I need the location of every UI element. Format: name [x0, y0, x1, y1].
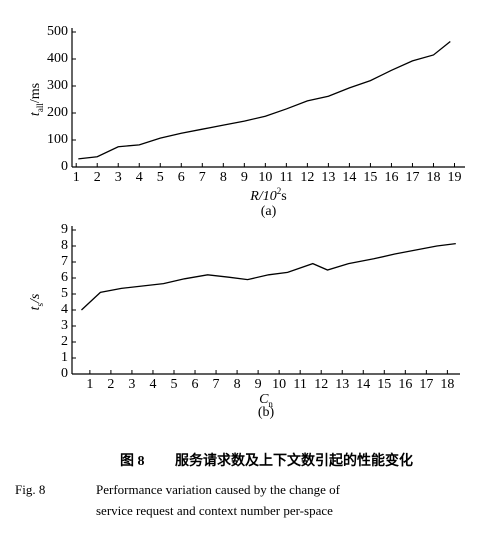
x-tick-label: 13: [335, 377, 349, 392]
x-tick-label: 16: [384, 170, 398, 185]
label-part: /ms: [28, 83, 43, 103]
y-tick-label: 400: [47, 51, 68, 66]
chart-caption: (a): [261, 204, 277, 219]
y-tick-label: 300: [47, 78, 68, 93]
y-tick-label: 3: [61, 318, 68, 333]
y-tick-label: 500: [47, 24, 68, 39]
x-axis-label: Cn: [259, 392, 273, 409]
data-line: [78, 40, 451, 160]
label-part: 2: [277, 186, 282, 196]
x-tick-label: 17: [405, 170, 419, 185]
label-part: /s: [28, 293, 43, 304]
x-tick-label: 16: [398, 377, 412, 392]
x-tick-label: 3: [115, 170, 122, 185]
label-part: R/10: [249, 189, 276, 204]
x-tick-label: 9: [255, 377, 262, 392]
x-tick-label: 10: [272, 377, 286, 392]
x-tick-label: 6: [178, 170, 185, 185]
y-tick-label: 100: [47, 132, 68, 147]
x-tick-label: 18: [426, 170, 440, 185]
caption-cn-text: 服务请求数及上下文数引起的性能变化: [175, 452, 413, 469]
x-tick-label: 1: [86, 377, 93, 392]
x-tick-label: 2: [94, 170, 101, 185]
x-axis-label: R/102s: [249, 186, 286, 204]
chart-caption: (b): [258, 405, 275, 420]
y-tick-label: 4: [61, 302, 68, 317]
label-part: n: [268, 399, 273, 409]
y-tick-label: 0: [61, 159, 68, 174]
label-part: C: [259, 392, 269, 407]
y-tick-label: 6: [61, 270, 68, 285]
x-tick-label: 7: [199, 170, 206, 185]
x-tick-label: 19: [447, 170, 461, 185]
x-tick-label: 7: [213, 377, 220, 392]
x-tick-label: 3: [128, 377, 135, 392]
y-tick-label: 8: [61, 238, 68, 253]
x-tick-label: 12: [300, 170, 314, 185]
x-tick-label: 11: [293, 377, 306, 392]
caption-en-line: Performance variation caused by the chan…: [96, 482, 341, 497]
label-part: s: [35, 302, 45, 306]
x-tick-label: 10: [258, 170, 272, 185]
x-tick-label: 8: [220, 170, 227, 185]
x-tick-label: 12: [314, 377, 328, 392]
x-tick-label: 14: [342, 170, 356, 185]
x-tick-label: 11: [280, 170, 293, 185]
x-tick-label: 4: [136, 170, 143, 185]
x-tick-label: 17: [419, 377, 433, 392]
x-tick-label: 8: [234, 377, 241, 392]
y-tick-label: 7: [61, 254, 68, 269]
x-tick-label: 4: [149, 377, 156, 392]
y-tick-label: 5: [61, 286, 68, 301]
caption-cn-label: 图 8: [120, 453, 145, 469]
y-axis-label: tall/ms: [28, 83, 45, 116]
x-tick-label: 5: [170, 377, 177, 392]
x-tick-label: 6: [192, 377, 199, 392]
label-part: t: [28, 305, 43, 310]
y-tick-label: 0: [61, 366, 68, 381]
x-tick-label: 2: [107, 377, 114, 392]
x-tick-label: 15: [363, 170, 377, 185]
x-tick-label: 5: [157, 170, 164, 185]
label-part: t: [28, 111, 43, 116]
y-axis-label: ts/s: [28, 293, 45, 310]
x-tick-label: 13: [321, 170, 335, 185]
label-part: s: [281, 189, 286, 204]
y-tick-label: 200: [47, 105, 68, 120]
x-tick-label: 9: [241, 170, 248, 185]
y-tick-label: 1: [61, 350, 68, 365]
y-tick-label: 2: [61, 334, 68, 349]
caption-en-line: service request and context number per-s…: [96, 503, 333, 518]
y-tick-label: 9: [61, 222, 68, 237]
x-tick-label: 18: [440, 377, 454, 392]
x-tick-label: 15: [377, 377, 391, 392]
caption-en-label: Fig. 8: [15, 482, 45, 497]
x-tick-label: 1: [73, 170, 80, 185]
data-line: [81, 242, 456, 311]
label-part: all: [35, 103, 45, 112]
x-tick-label: 14: [356, 377, 370, 392]
